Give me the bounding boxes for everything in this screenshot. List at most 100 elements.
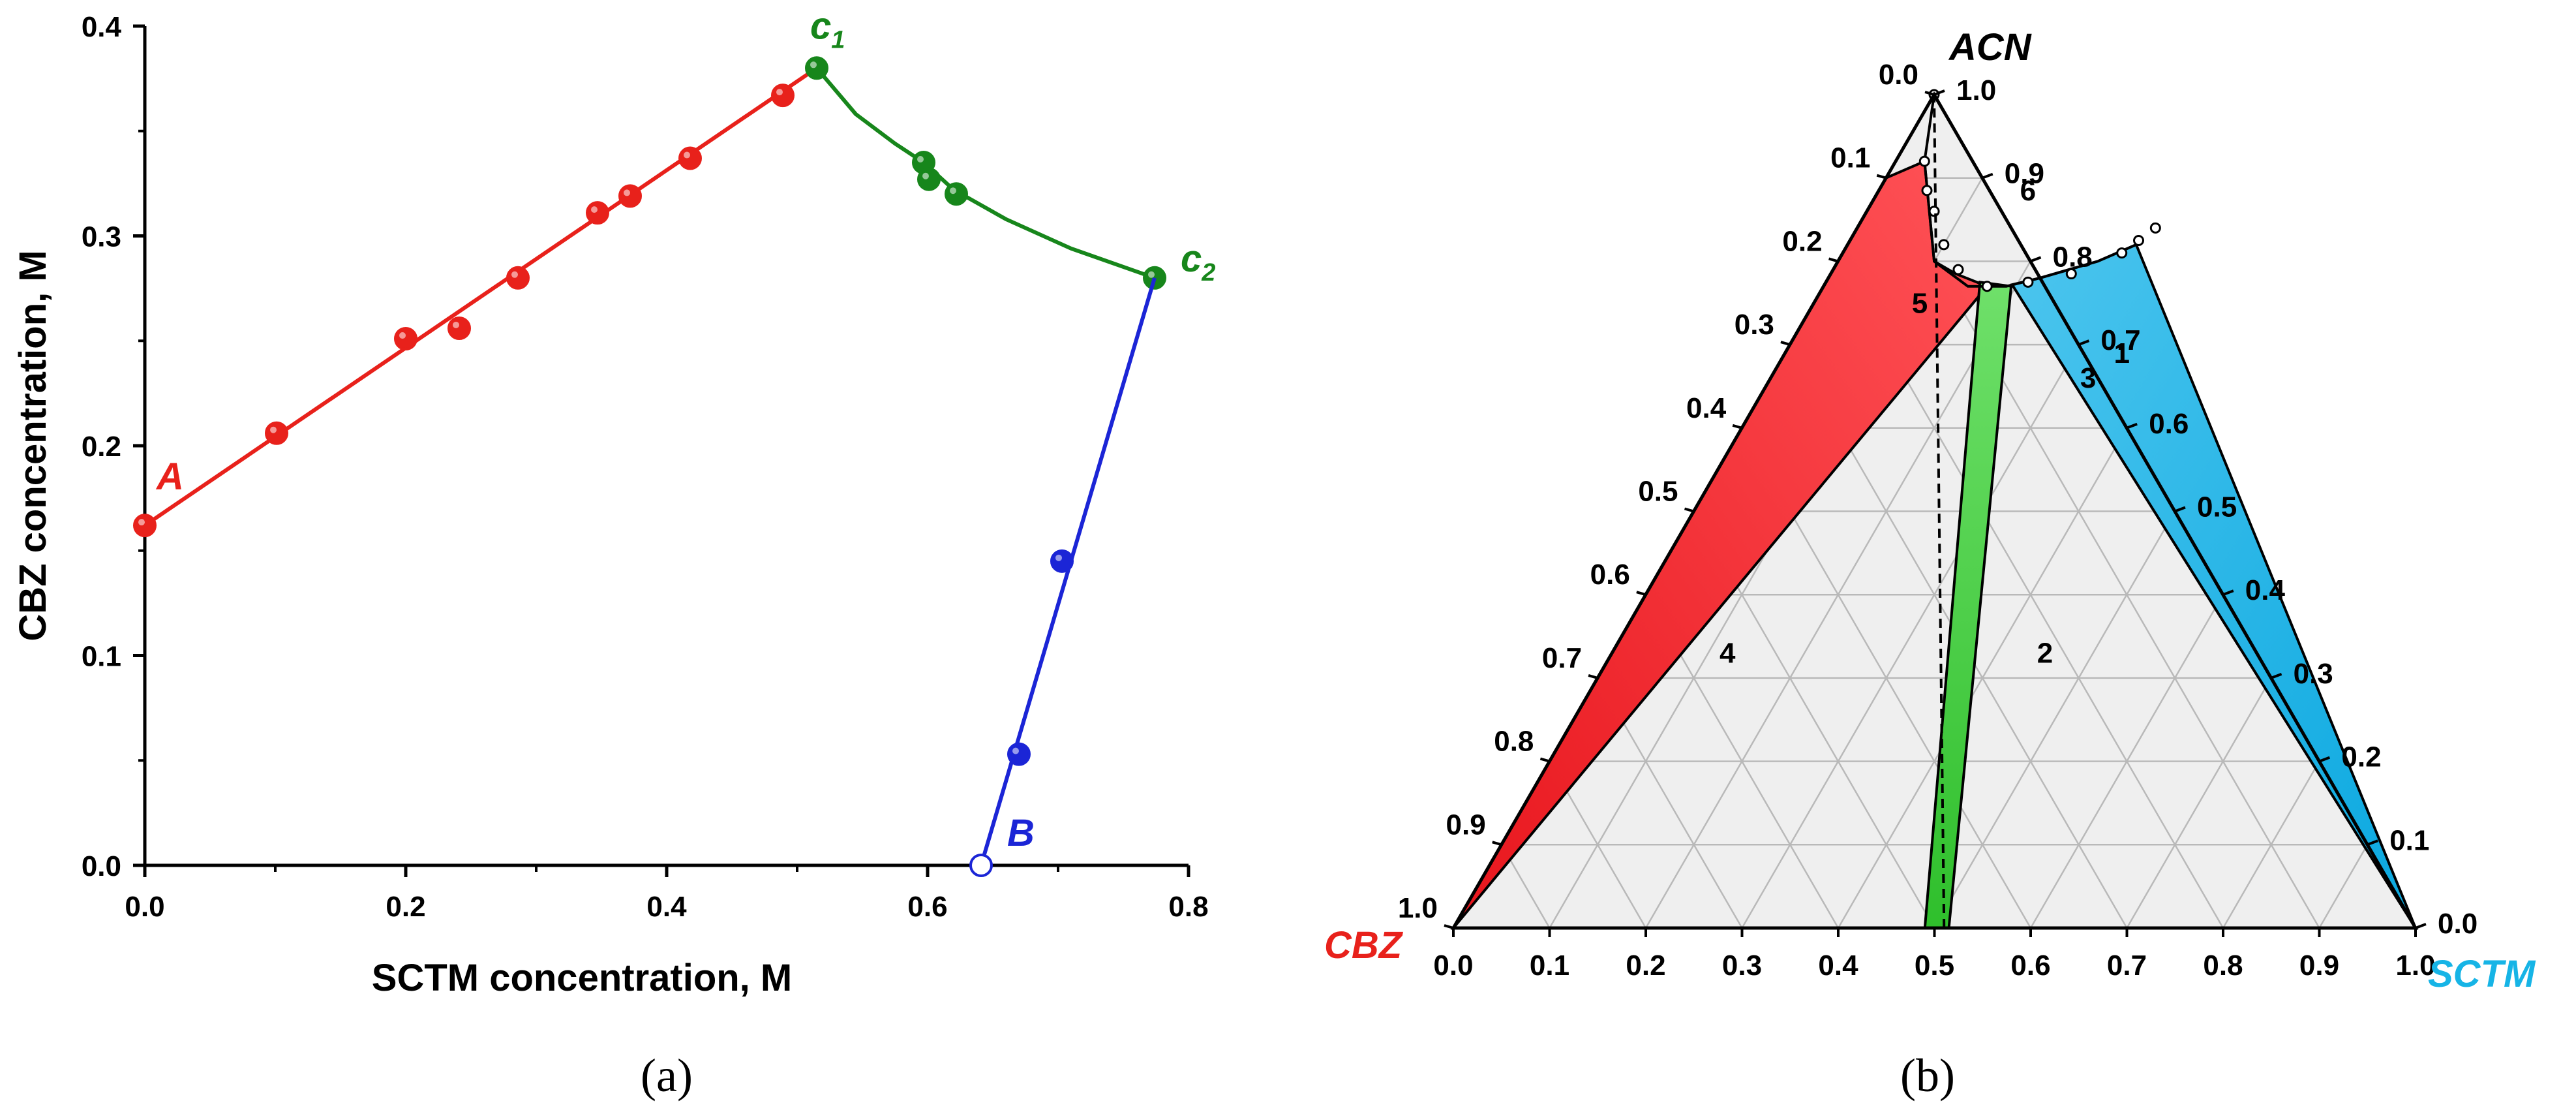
- bottom-axis-tick-label: 0.8: [2203, 950, 2243, 982]
- y-axis-title: CBZ concentration, M: [12, 250, 54, 641]
- right-axis-tick-label: 0.5: [2197, 491, 2237, 523]
- annotation-label-c2: c2: [1181, 238, 1215, 286]
- right-axis-tick-label: 0.6: [2149, 408, 2189, 440]
- dashed-stoichiometry-line: [1933, 94, 1946, 929]
- solubility-point: [1921, 185, 1933, 196]
- series-0-point-highlight: [624, 189, 630, 196]
- panel-b-label: (b): [1900, 1049, 1955, 1102]
- series-2-point-highlight: [1012, 747, 1019, 754]
- series-0-point-highlight: [399, 332, 406, 339]
- panel-a-scatter-chart: 0.0 0.2 0.4 0.6 0.8 0.0 0.1 0.2 0.3 0.4 SCTM conce…: [12, 5, 1215, 1102]
- ternary-grid-line: [2126, 677, 2272, 929]
- ternary-grid-line: [2222, 760, 2320, 929]
- series-1-point: [805, 56, 828, 80]
- annotation-subscript: 2: [1201, 259, 1215, 286]
- series-2-point: [1007, 742, 1031, 766]
- series-1-point-highlight: [917, 155, 924, 162]
- series-0-point: [265, 421, 288, 445]
- solubility-point: [2133, 234, 2145, 246]
- region-label-2: 2: [2037, 638, 2053, 670]
- right-axis-tick: [2367, 839, 2378, 846]
- right-axis-tick-label: 0.2: [2341, 741, 2381, 773]
- right-axis-tick: [2078, 339, 2090, 346]
- annotation-label-c1: c1: [810, 5, 845, 54]
- right-axis-tick-label: 0.7: [2100, 324, 2140, 356]
- left-axis-tick: [1828, 257, 1839, 263]
- series-2-point: [969, 854, 993, 877]
- y-tick-label: 0.4: [82, 11, 122, 43]
- series-0-line: [144, 66, 818, 527]
- left-axis-tick: [1539, 757, 1550, 763]
- ternary-grid-line: [2029, 594, 2224, 929]
- left-axis-tick: [1780, 341, 1791, 347]
- series-2-point-highlight: [1055, 554, 1062, 561]
- right-axis-tick: [2415, 923, 2427, 929]
- left-axis-tick-label: 0.4: [1686, 392, 1727, 424]
- solubility-point: [2065, 268, 2077, 280]
- series-1-point: [945, 182, 968, 206]
- panel-a-label: (a): [641, 1049, 693, 1102]
- solubility-curve: [1923, 94, 2137, 288]
- left-axis-tick: [1924, 91, 1935, 96]
- series-0-point-highlight: [511, 271, 518, 278]
- right-axis-tick: [2029, 256, 2042, 263]
- series-1-point-highlight: [810, 61, 817, 69]
- bottom-axis-tick-label: 0.2: [1626, 950, 1665, 982]
- bottom-axis-tick-label: 0.6: [2010, 950, 2050, 982]
- left-axis-tick: [1444, 924, 1454, 929]
- series-2-line: [979, 277, 1157, 866]
- right-axis-tick: [2270, 673, 2282, 679]
- series-0-point-highlight: [270, 426, 277, 433]
- region-label-1: 1: [2114, 337, 2130, 369]
- series-0-point: [771, 84, 795, 108]
- right-axis-tick-label: 0.0: [2438, 908, 2478, 940]
- series-0-point: [506, 266, 530, 290]
- y-tick-label: 0.3: [82, 221, 121, 253]
- series-0-point-highlight: [591, 206, 598, 213]
- solubility-point: [1928, 206, 1940, 217]
- series-1-point-highlight: [1148, 271, 1155, 278]
- x-tick-label: 0.6: [907, 891, 947, 923]
- left-axis-tick-label: 0.8: [1494, 726, 1534, 758]
- left-axis-tick-label: 0.5: [1638, 476, 1678, 508]
- region-label-6: 6: [2020, 175, 2036, 207]
- left-axis-tick-label: 1.0: [1398, 892, 1438, 924]
- right-axis-tick-label: 0.9: [2005, 158, 2044, 190]
- x-axis-title: SCTM concentration, M: [372, 957, 792, 999]
- left-axis-tick-label: 0.6: [1590, 559, 1630, 591]
- right-axis-tick: [2126, 422, 2138, 429]
- solubility-point: [1981, 281, 1993, 292]
- bottom-axis-tick-label: 0.9: [2299, 950, 2339, 982]
- bottom-axis-tick-label: 0.3: [1722, 950, 1762, 982]
- left-axis-tick: [1876, 174, 1887, 179]
- ternary-grid-line: [1933, 510, 2176, 929]
- series-0-point-highlight: [776, 89, 783, 96]
- region-label-4: 4: [1720, 638, 1736, 670]
- y-tick-label: 0.1: [82, 641, 121, 673]
- right-axis-tick: [2222, 589, 2234, 596]
- x-tick-label: 0.8: [1168, 891, 1208, 923]
- series-1-point: [917, 167, 941, 191]
- left-axis-tick: [1684, 507, 1695, 513]
- bottom-axis-tick-label: 0.4: [1818, 950, 1858, 982]
- solubility-point: [2149, 222, 2161, 234]
- series-0-point: [618, 184, 642, 208]
- right-axis-tick-label: 0.1: [2389, 824, 2429, 856]
- right-axis-tick-label: 0.3: [2294, 658, 2333, 690]
- annotation-subscript: 1: [831, 26, 845, 54]
- region-label-5: 5: [1912, 287, 1928, 319]
- right-axis-tick-label: 1.0: [1956, 74, 1996, 106]
- left-axis-tick-label: 0.2: [1782, 225, 1822, 257]
- solubility-point: [2116, 247, 2128, 259]
- bottom-axis-tick-label: 0.7: [2107, 950, 2147, 982]
- vertex-label-acn: ACN: [1948, 26, 2032, 69]
- ternary-grid-line: [1741, 344, 2080, 929]
- series-0-point: [447, 316, 471, 340]
- region-label-3: 3: [2080, 362, 2096, 394]
- left-axis-tick: [1732, 424, 1742, 429]
- y-tick-label: 0.0: [82, 850, 121, 882]
- series-0-point: [586, 201, 609, 225]
- series-0-point-highlight: [453, 321, 459, 328]
